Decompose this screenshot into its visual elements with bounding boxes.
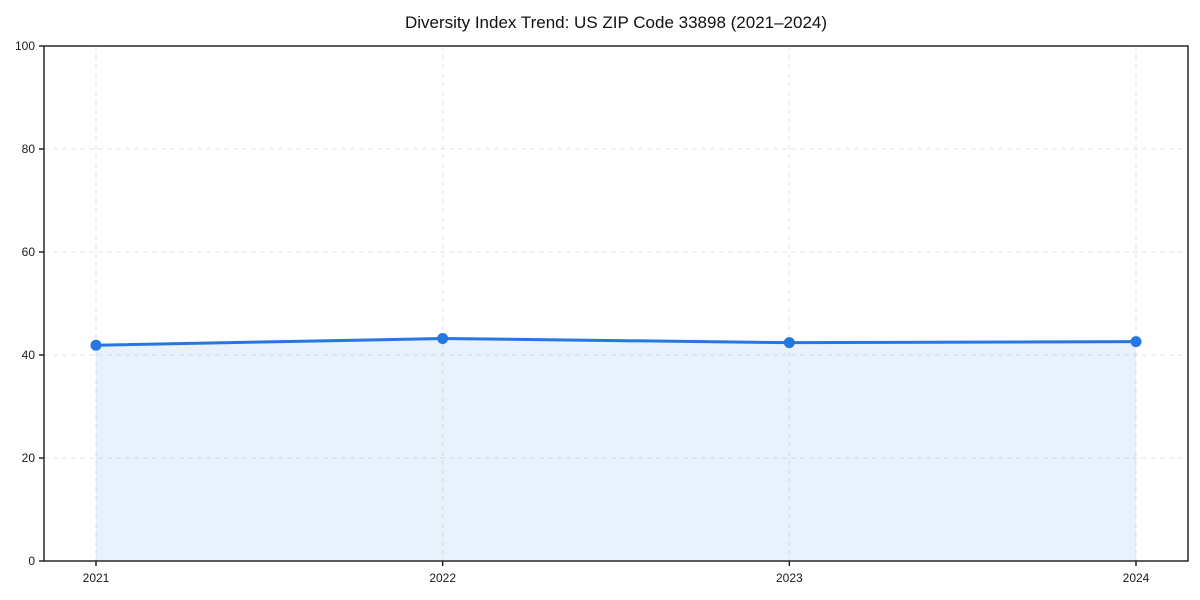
y-tick-label: 80 bbox=[22, 142, 36, 156]
plot-border bbox=[43, 45, 1189, 562]
y-tick-label: 40 bbox=[22, 348, 36, 362]
area-fill bbox=[96, 338, 1136, 561]
data-point-2023 bbox=[783, 337, 795, 349]
data-point-2024 bbox=[1130, 336, 1142, 348]
y-tick-label: 100 bbox=[15, 39, 35, 53]
x-tick-label: 2023 bbox=[776, 571, 803, 585]
x-tick-label: 2024 bbox=[1123, 571, 1150, 585]
data-point-2022 bbox=[437, 333, 449, 345]
y-tick-label: 20 bbox=[22, 451, 36, 465]
chart-title: Diversity Index Trend: US ZIP Code 33898… bbox=[404, 13, 828, 32]
trend-line bbox=[94, 337, 1138, 347]
x-tick-label: 2022 bbox=[429, 571, 456, 585]
data-point-2021 bbox=[90, 339, 102, 351]
y-tick-label: 60 bbox=[22, 245, 36, 259]
y-tick-label: 0 bbox=[28, 554, 35, 568]
x-tick-label: 2021 bbox=[83, 571, 110, 585]
